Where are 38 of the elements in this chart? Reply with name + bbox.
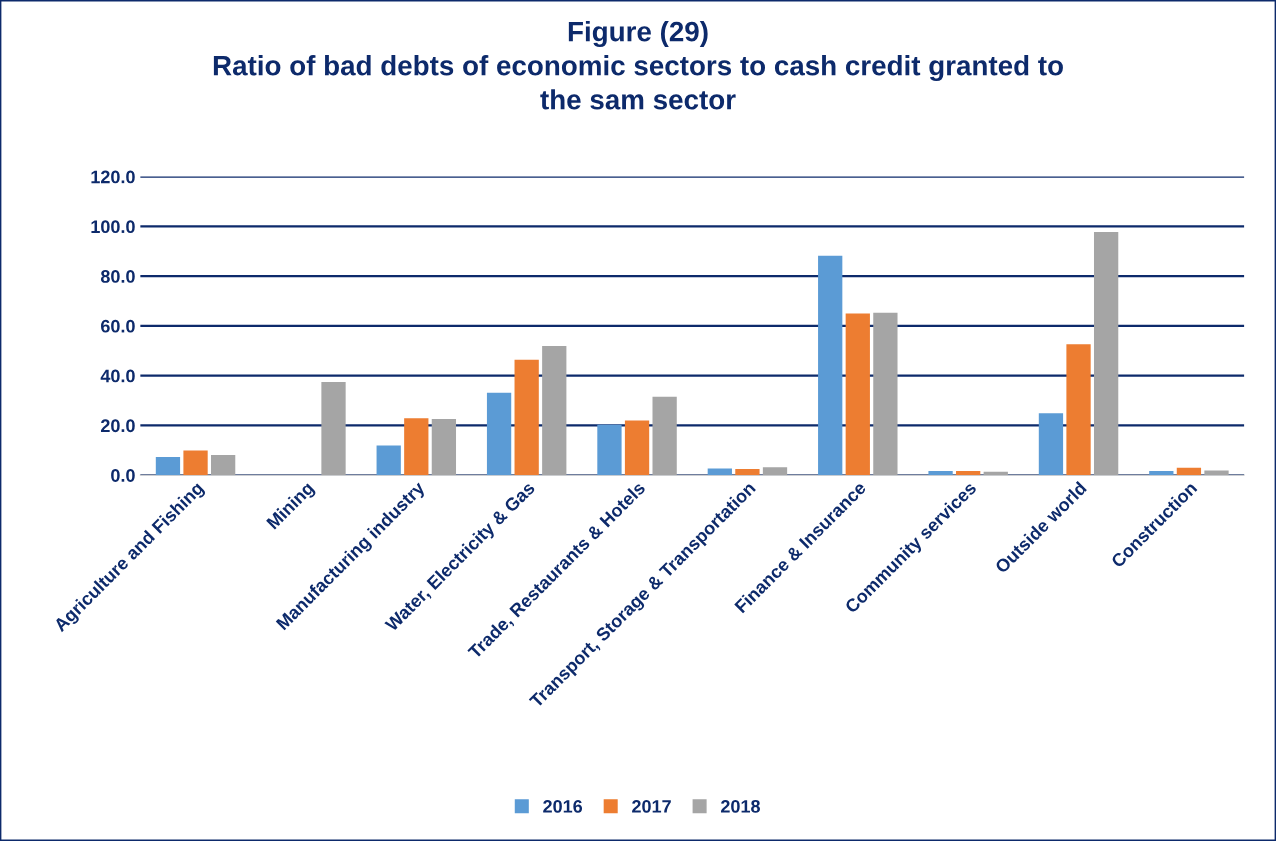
y-tick-label: 40.0 xyxy=(100,369,135,383)
bar xyxy=(1038,413,1064,476)
bar xyxy=(1093,232,1119,476)
bar xyxy=(956,470,981,476)
y-tick-label: 80.0 xyxy=(100,270,135,283)
bar xyxy=(376,445,401,476)
legend-label: 2017 xyxy=(632,799,671,813)
bar xyxy=(845,313,870,476)
bar xyxy=(211,455,236,476)
bar xyxy=(486,392,512,476)
bar xyxy=(1149,470,1174,476)
y-tick-label: 20.0 xyxy=(100,419,135,433)
bar xyxy=(1204,470,1229,476)
bar xyxy=(735,468,760,476)
bar xyxy=(183,450,208,476)
bar xyxy=(818,255,843,476)
y-tick-label: 120.0 xyxy=(91,170,135,184)
bar xyxy=(431,418,457,476)
bar xyxy=(707,468,732,476)
legend-label: 2016 xyxy=(543,799,583,813)
bar xyxy=(624,420,650,476)
bar xyxy=(404,418,429,476)
y-tick-label: 60.0 xyxy=(101,319,135,333)
legend-label: 2018 xyxy=(721,799,760,813)
y-tick-label: 0.0 xyxy=(111,469,135,482)
bar xyxy=(514,359,539,476)
y-tick-label: 100.0 xyxy=(91,220,135,234)
bar xyxy=(873,312,898,476)
bar xyxy=(1176,467,1202,476)
bar xyxy=(155,457,181,476)
bar xyxy=(652,396,677,476)
bar xyxy=(762,467,788,476)
bar xyxy=(542,346,567,476)
bar xyxy=(928,470,953,476)
bar xyxy=(1066,344,1091,476)
bar xyxy=(597,424,622,476)
bar xyxy=(321,382,346,476)
chart-title: Figure (29) Ratio of bad debts of economic sectors to cash credit granted to the sam sector xyxy=(213,21,1063,110)
